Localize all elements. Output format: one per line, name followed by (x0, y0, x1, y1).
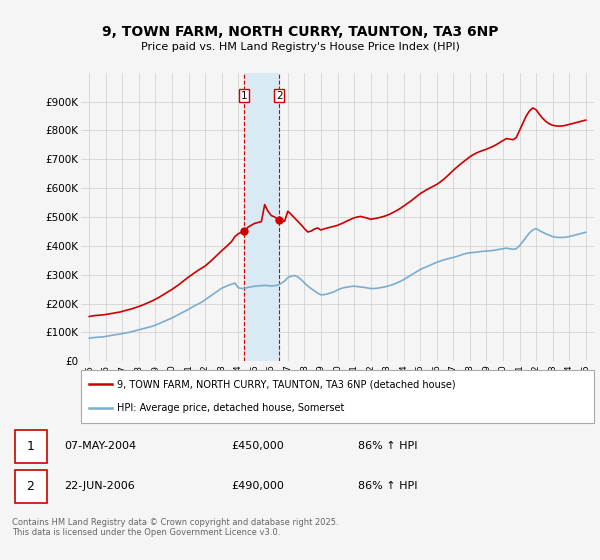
Text: 9, TOWN FARM, NORTH CURRY, TAUNTON, TA3 6NP (detached house): 9, TOWN FARM, NORTH CURRY, TAUNTON, TA3 … (117, 380, 455, 390)
Text: 1: 1 (241, 91, 247, 101)
FancyBboxPatch shape (15, 470, 47, 503)
FancyBboxPatch shape (15, 430, 47, 463)
Text: 86% ↑ HPI: 86% ↑ HPI (358, 482, 417, 491)
Text: 07-MAY-2004: 07-MAY-2004 (64, 441, 136, 451)
Text: Contains HM Land Registry data © Crown copyright and database right 2025.
This d: Contains HM Land Registry data © Crown c… (12, 518, 338, 538)
Bar (244, 73, 279, 361)
Text: 22-JUN-2006: 22-JUN-2006 (64, 482, 134, 491)
Text: 9, TOWN FARM, NORTH CURRY, TAUNTON, TA3 6NP: 9, TOWN FARM, NORTH CURRY, TAUNTON, TA3 … (102, 25, 498, 39)
Text: Price paid vs. HM Land Registry's House Price Index (HPI): Price paid vs. HM Land Registry's House … (140, 42, 460, 52)
Text: £450,000: £450,000 (231, 441, 284, 451)
Text: 2: 2 (26, 480, 34, 493)
FancyBboxPatch shape (81, 370, 594, 423)
Text: 2: 2 (276, 91, 283, 101)
Text: £490,000: £490,000 (231, 482, 284, 491)
Text: 1: 1 (26, 440, 34, 453)
Text: 86% ↑ HPI: 86% ↑ HPI (358, 441, 417, 451)
Text: HPI: Average price, detached house, Somerset: HPI: Average price, detached house, Some… (117, 403, 344, 413)
